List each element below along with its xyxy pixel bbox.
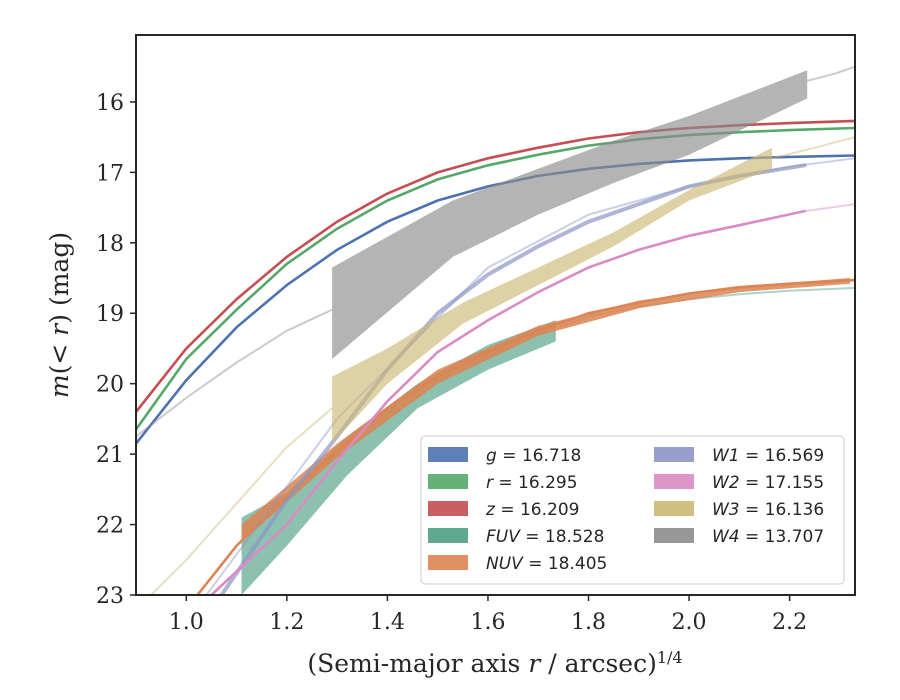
legend-label-w2: W2 = 17.155 (712, 473, 824, 493)
series-layer (136, 65, 855, 595)
y-axis: 16 17 18 19 20 21 22 23 (96, 91, 136, 609)
legend-label-fuv: FUV = 18.528 (486, 527, 604, 547)
legend-swatch-fuv (428, 528, 468, 543)
y-tick-label: 19 (96, 302, 124, 327)
legend-swatch-r (428, 474, 468, 489)
series-w4-extrapolation (136, 308, 333, 438)
legend-label-z: z = 16.209 (485, 500, 579, 520)
legend: g = 16.718 r = 16.295 z = 16.209 FUV = 18.5… (420, 435, 845, 585)
legend-label-g: g = 16.718 (486, 446, 581, 466)
series-w3-band (332, 147, 772, 444)
x-tick-label: 2.2 (772, 610, 807, 635)
series-w1-line (219, 163, 807, 595)
y-tick-label: 21 (96, 443, 124, 468)
y-tick-label: 16 (96, 91, 124, 116)
legend-label-w1: W1 = 16.569 (712, 446, 824, 466)
series-g-line (136, 154, 855, 445)
legend-label-w4: W4 = 13.707 (712, 527, 824, 547)
legend-swatch-g (428, 447, 468, 462)
y-tick-label: 22 (96, 514, 124, 539)
series-nuv-band (241, 278, 851, 543)
x-tick-label: 1.2 (269, 610, 304, 635)
legend-swatch-w2 (654, 474, 694, 489)
series-w4-extrapolation-outer (806, 65, 855, 82)
legend-swatch-z (428, 501, 468, 516)
x-tick-label: 1.6 (470, 610, 505, 635)
x-tick-label: 1.0 (169, 610, 204, 635)
y-tick-label: 17 (96, 161, 124, 186)
x-axis: 1.0 1.2 1.4 1.6 1.8 2.0 2.2 (169, 595, 807, 635)
legend-label-nuv: NUV = 18.405 (486, 554, 607, 574)
series-w3-extrapolation (150, 407, 333, 595)
x-axis-title: (Semi-major axis r / arcsec)1/4 (307, 648, 682, 678)
x-tick-label: 1.8 (571, 610, 606, 635)
x-tick-label: 1.4 (370, 610, 405, 635)
series-w3-extrapolation-outer (771, 136, 855, 160)
legend-label-w3: W3 = 16.136 (712, 500, 824, 520)
legend-swatch-nuv (428, 555, 468, 570)
y-tick-label: 20 (96, 373, 124, 398)
y-tick-label: 23 (96, 584, 124, 609)
series-w2-line (210, 209, 806, 595)
legend-label-r: r = 16.295 (486, 473, 578, 493)
legend-swatch-w1 (654, 447, 694, 462)
legend-box (420, 435, 845, 585)
legend-swatch-w3 (654, 501, 694, 516)
series-fuv-band (241, 320, 556, 595)
x-tick-label: 2.0 (672, 610, 707, 635)
y-axis-title: m(< r) (mag) (45, 232, 74, 398)
legend-swatch-w4 (654, 528, 694, 543)
series-w4-band (332, 70, 808, 359)
plot-frame (135, 34, 856, 596)
series-w2-extrapolation (804, 203, 855, 213)
y-tick-label: 18 (96, 232, 124, 257)
series-nuv-line (195, 278, 855, 595)
